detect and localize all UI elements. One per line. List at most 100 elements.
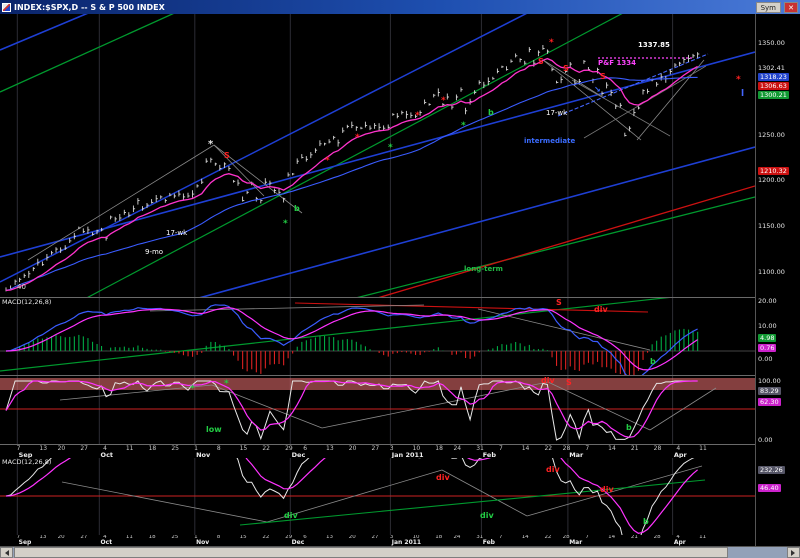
indicator-value-box: 46.40 bbox=[758, 484, 781, 492]
indicator-value-box: 4.98 bbox=[758, 334, 777, 342]
axis-day-label: 15 bbox=[239, 535, 247, 540]
scroll-right-button[interactable] bbox=[787, 547, 800, 558]
axis-month-label: Oct bbox=[100, 539, 113, 546]
indicator-value-box: 1318.23 bbox=[758, 73, 789, 81]
panel-divider bbox=[0, 297, 755, 298]
scale-tick-label: 0.00 bbox=[758, 355, 773, 363]
title-bar[interactable]: INDEX:$SPX,D -- S & P 500 INDEX Sym ✕ bbox=[0, 0, 800, 14]
axis-day-label: 27 bbox=[371, 535, 379, 540]
axis-day-label: 7 bbox=[585, 445, 590, 452]
oscillator-panel[interactable]: div S * * low b bbox=[0, 376, 755, 444]
scale-tick-label: 1250.00 bbox=[758, 131, 785, 139]
breadth-panel-label: MACD(12,26,8) bbox=[2, 458, 52, 466]
indicator-value-box: 0.76 bbox=[758, 344, 777, 352]
axis-day-label: 4 bbox=[103, 535, 107, 540]
scale-tick-label: 1350.00 bbox=[758, 39, 785, 47]
axis-day-label: 7 bbox=[16, 445, 21, 452]
axis-day-label: 18 bbox=[435, 445, 443, 452]
oscillator-canvas bbox=[0, 376, 755, 444]
axis-month-label: Nov bbox=[196, 451, 211, 458]
axis-day-label: 4 bbox=[103, 445, 107, 452]
axis-day-label: 13 bbox=[39, 445, 48, 452]
axis-day-label: 21 bbox=[630, 535, 638, 540]
price-scale-column[interactable]: 1350.00 1302.41 1318.23 1306.63 1300.21 1250.… bbox=[755, 14, 800, 546]
axis-day-label: 11 bbox=[125, 535, 133, 540]
axis-day-label: 11 bbox=[699, 445, 707, 452]
system-button[interactable]: Sym bbox=[755, 1, 781, 13]
panel-divider bbox=[0, 375, 755, 376]
axis-day-label: 4 bbox=[676, 535, 680, 540]
axis-day-label: 22 bbox=[544, 445, 553, 452]
axis-month-label: Apr bbox=[673, 451, 687, 458]
axis-day-label: 11 bbox=[125, 445, 134, 452]
axis-day-label: 14 bbox=[521, 535, 529, 540]
macd-canvas bbox=[0, 298, 755, 375]
macd-panel-label: MACD(12,26,8) bbox=[2, 298, 52, 306]
axis-day-label: 22 bbox=[262, 535, 270, 540]
scale-tick-label: 1200.00 bbox=[758, 176, 785, 184]
axis-month-label: Nov bbox=[196, 539, 210, 546]
indicator-value-box: 1210.32 bbox=[758, 167, 789, 175]
axis-day-label: 27 bbox=[80, 445, 88, 452]
scale-tick-label: 0.00 bbox=[758, 436, 773, 444]
axis-day-label: 20 bbox=[57, 535, 65, 540]
axis-month-label: Jan 2011 bbox=[391, 539, 422, 546]
axis-day-label: 24 bbox=[453, 535, 461, 540]
axis-day-label: 22 bbox=[262, 445, 270, 452]
axis-day-label: 10 bbox=[412, 535, 420, 540]
axis-day-label: 20 bbox=[57, 445, 66, 452]
axis-day-label: 28 bbox=[562, 535, 570, 540]
window-title: INDEX:$SPX,D -- S & P 500 INDEX bbox=[14, 2, 165, 12]
scale-tick-label: 100.00 bbox=[758, 377, 781, 385]
axis-day-label: 28 bbox=[653, 535, 661, 540]
date-axis-lower: 7 13 20 27 4 11 18 25 1 8 15 22 29 6 13 20 27 3 10 18 24 31 7 1… bbox=[0, 535, 755, 546]
scale-tick-label: 1100.00 bbox=[758, 268, 785, 276]
scale-tick-label: 10.00 bbox=[758, 322, 777, 330]
axis-day-label: 13 bbox=[326, 535, 334, 540]
scale-tick-label: 1302.41 bbox=[758, 64, 785, 72]
axis-month-label: Dec bbox=[291, 451, 306, 458]
axis-month-label: Sep bbox=[18, 451, 33, 458]
axis-day-label: 25 bbox=[171, 445, 179, 452]
axis-day-label: 13 bbox=[326, 445, 334, 452]
axis-day-label: 15 bbox=[239, 445, 248, 452]
axis-day-label: 3 bbox=[389, 535, 394, 540]
axis-day-label: 24 bbox=[453, 445, 462, 452]
panel-divider bbox=[0, 444, 755, 445]
scale-tick-label: 20.00 bbox=[758, 297, 777, 305]
axis-day-label: 22 bbox=[544, 535, 552, 540]
axis-day-label: 29 bbox=[285, 445, 293, 452]
horizontal-scrollbar[interactable] bbox=[0, 546, 800, 558]
axis-day-label: 7 bbox=[16, 535, 21, 540]
axis-day-label: 6 bbox=[303, 535, 307, 540]
axis-day-label: 6 bbox=[303, 445, 308, 452]
breadth-macd-panel[interactable]: MACD(12,26,8) div div div div div b bbox=[0, 458, 755, 535]
axis-month-label: Oct bbox=[100, 451, 114, 458]
scale-tick-label: 1150.00 bbox=[758, 222, 785, 230]
breadth-canvas bbox=[0, 458, 755, 535]
scroll-left-button[interactable] bbox=[0, 547, 13, 558]
date-axis-upper: 7 13 20 27 4 11 18 25 1 8 15 22 29 6 13 20 27 3 10 18 24 31 7 1… bbox=[0, 445, 755, 458]
axis-day-label: 3 bbox=[389, 445, 394, 452]
axis-day-label: 27 bbox=[80, 535, 88, 540]
axis-day-label: 28 bbox=[653, 445, 662, 452]
axis-day-label: 11 bbox=[699, 535, 707, 540]
scrollbar-thumb[interactable] bbox=[14, 547, 728, 558]
close-button[interactable]: ✕ bbox=[784, 1, 798, 13]
axis-day-label: 4 bbox=[676, 445, 681, 452]
axis-day-label: 20 bbox=[348, 535, 356, 540]
axis-day-label: 7 bbox=[585, 535, 589, 540]
axis-month-label: Feb bbox=[482, 451, 496, 458]
axis-day-label: 21 bbox=[630, 445, 639, 452]
axis-month-label: Sep bbox=[18, 539, 32, 546]
axis-day-label: 7 bbox=[498, 445, 503, 452]
indicator-value-box: 83.29 bbox=[758, 387, 781, 395]
axis-day-label: 10 bbox=[412, 445, 421, 452]
axis-day-label: 14 bbox=[608, 535, 616, 540]
axis-day-label: 29 bbox=[285, 535, 293, 540]
indicator-value-box: 1300.21 bbox=[758, 91, 789, 99]
axis-day-label: 28 bbox=[562, 445, 571, 452]
